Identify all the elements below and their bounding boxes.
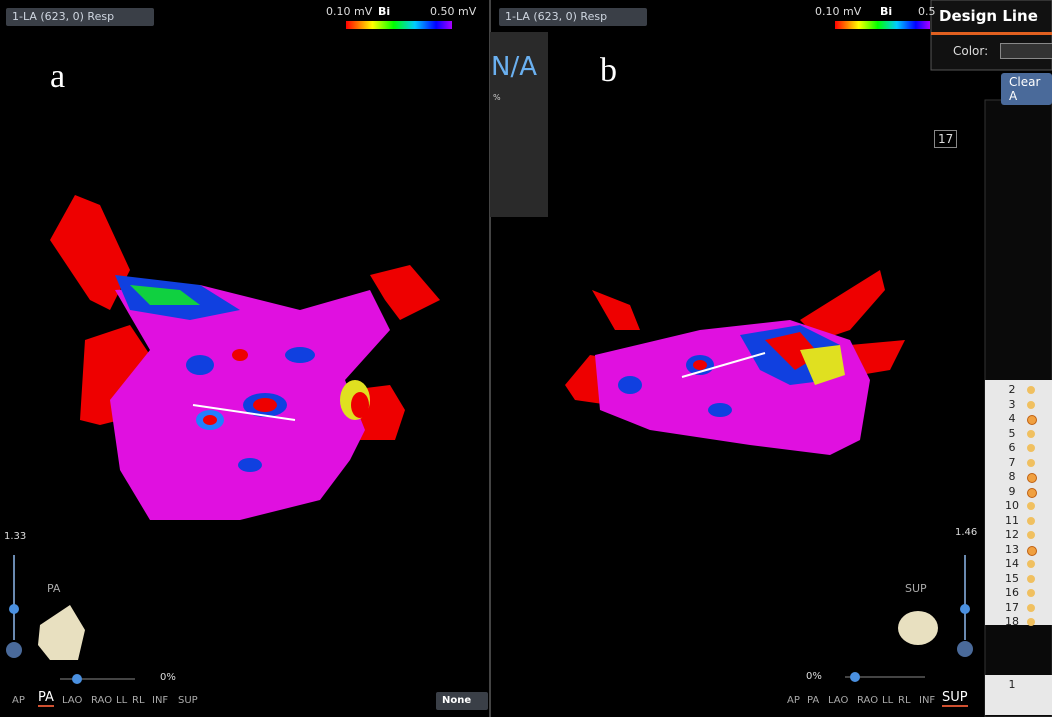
point-marker xyxy=(1027,502,1035,510)
point-id: 4 xyxy=(1008,412,1016,425)
colorbar-max: 0.5 xyxy=(918,5,936,18)
view-button[interactable]: PA xyxy=(807,695,820,706)
view-button[interactable]: RL xyxy=(898,695,911,706)
point-id: 12 xyxy=(1005,528,1019,541)
zoom-thumb[interactable] xyxy=(960,604,970,614)
point-marker xyxy=(1027,560,1035,568)
heart-icon xyxy=(898,611,938,645)
point-id: 1 xyxy=(1008,678,1016,691)
point-marker xyxy=(1027,458,1035,467)
zoom-percent: 0% xyxy=(806,671,822,682)
tool-unit: % xyxy=(493,93,501,102)
point-id: 6 xyxy=(1008,441,1016,454)
point-id: 18 xyxy=(1005,615,1019,628)
opacity-thumb[interactable] xyxy=(72,674,82,684)
point-checked xyxy=(1027,415,1037,425)
view-button[interactable]: AP xyxy=(12,695,25,706)
colorbar-max: 0.50 mV xyxy=(430,5,477,18)
point-id: 7 xyxy=(1008,455,1016,469)
point-marker xyxy=(1027,603,1035,612)
point-id: 2 xyxy=(1008,383,1016,396)
point-id: 15 xyxy=(1005,571,1019,585)
clear-button[interactable]: Clear A xyxy=(1001,73,1052,105)
color-swatch[interactable] xyxy=(1000,43,1052,59)
view-button[interactable]: LL xyxy=(116,695,128,706)
colorbar-mode: Bi xyxy=(880,5,893,18)
panel-accent xyxy=(931,32,1052,35)
color-label: Color: xyxy=(953,44,989,58)
zoom-thumb[interactable] xyxy=(9,604,19,614)
colorbar xyxy=(835,21,930,29)
point-counter: 17 xyxy=(934,130,958,148)
view-button[interactable]: RAO xyxy=(857,695,879,706)
view-name: PA xyxy=(47,582,61,595)
point-marker xyxy=(1027,444,1035,452)
point-marker xyxy=(1027,618,1035,626)
point-id: 10 xyxy=(1005,499,1019,512)
point-checked xyxy=(1027,545,1037,556)
point-checked xyxy=(1027,473,1037,483)
point-table xyxy=(985,380,1052,625)
zoom-button[interactable] xyxy=(957,641,973,657)
view-button[interactable]: RAO xyxy=(91,695,113,706)
zoom-percent: 0% xyxy=(160,672,176,683)
point-id: 3 xyxy=(1008,397,1016,411)
point-marker xyxy=(1027,429,1035,438)
point-id: 5 xyxy=(1008,426,1016,440)
point-id: 9 xyxy=(1008,484,1016,498)
map-b xyxy=(565,270,905,455)
point-table xyxy=(985,675,1052,715)
opacity-thumb[interactable] xyxy=(850,672,860,682)
point-checked xyxy=(1027,487,1037,498)
zoom-level: 1.33 xyxy=(4,531,27,542)
design-line-title: Design Line xyxy=(939,7,1038,25)
view-button[interactable]: PA xyxy=(38,690,54,707)
point-marker xyxy=(1027,400,1035,409)
panel-label: a xyxy=(50,58,66,95)
panel-label: b xyxy=(600,52,617,89)
zoom-button[interactable] xyxy=(6,642,22,658)
colorbar-min: 0.10 mV xyxy=(326,5,373,18)
point-id: 8 xyxy=(1008,470,1016,483)
colorbar xyxy=(346,21,452,29)
zoom-level: 1.46 xyxy=(955,527,978,538)
tool-panel xyxy=(490,32,548,217)
view-button[interactable]: LL xyxy=(882,695,894,706)
point-marker xyxy=(1027,386,1035,394)
point-id: 11 xyxy=(1005,513,1019,527)
view-button[interactable]: LAO xyxy=(62,695,83,706)
point-marker xyxy=(1027,589,1035,597)
point-id: 17 xyxy=(1005,600,1019,614)
view-button[interactable]: INF xyxy=(919,695,936,706)
tool-value: N/A xyxy=(491,52,537,82)
layer-dropdown[interactable]: 1-LA (623, 0) Resp xyxy=(6,8,154,26)
point-marker xyxy=(1027,531,1035,539)
point-marker xyxy=(1027,574,1035,583)
colorbar-mode: Bi xyxy=(378,5,391,18)
point-id: 14 xyxy=(1005,557,1019,570)
view-button[interactable]: SUP xyxy=(942,690,968,707)
view-button[interactable]: INF xyxy=(152,695,169,706)
selector-dropdown[interactable]: None xyxy=(436,692,488,710)
layer-dropdown[interactable]: 1-LA (623, 0) Resp xyxy=(499,8,647,26)
view-button[interactable]: SUP xyxy=(178,695,198,706)
view-button[interactable]: RL xyxy=(132,695,145,706)
view-button[interactable]: LAO xyxy=(828,695,849,706)
colorbar-min: 0.10 mV xyxy=(815,5,862,18)
view-button[interactable]: AP xyxy=(787,695,800,706)
map-a xyxy=(50,195,440,520)
view-name: SUP xyxy=(905,582,927,595)
point-id: 16 xyxy=(1005,586,1019,599)
heart-icon xyxy=(38,605,85,660)
point-id: 13 xyxy=(1005,542,1019,556)
point-marker xyxy=(1027,516,1035,525)
